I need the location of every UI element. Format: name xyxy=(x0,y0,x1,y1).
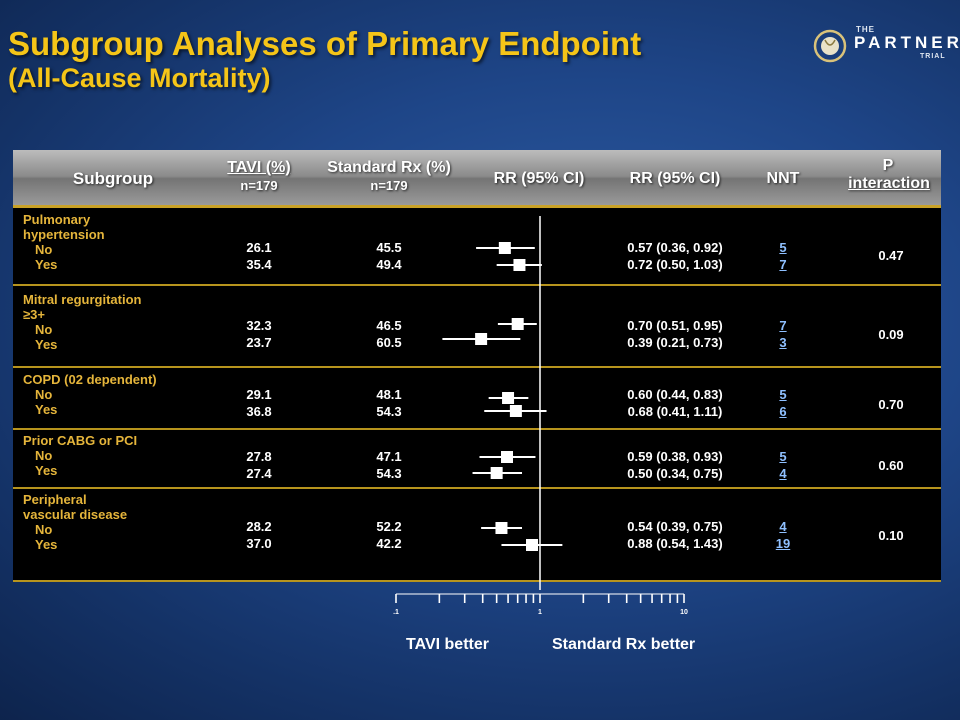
p-interaction-value: 0.70 xyxy=(878,397,904,412)
rr-point-marker xyxy=(526,539,539,551)
rr-point-marker xyxy=(513,259,526,271)
rr-point-marker xyxy=(501,451,514,463)
tavi-value: 28.2 37.0 xyxy=(246,519,272,551)
row-separator xyxy=(13,580,941,582)
standard-rx-value: 52.2 42.2 xyxy=(376,519,402,551)
x-tick-label: 10 xyxy=(680,609,688,616)
partner-trial-logo: THE PARTNER TRIAL xyxy=(812,24,959,68)
header-standard-rx-n: n=179 xyxy=(370,178,408,193)
rr-text-value: 0.54 (0.39, 0.75) 0.88 (0.54, 1.43) xyxy=(627,519,723,551)
header-tavi-n: n=179 xyxy=(240,178,278,193)
header-rr-text: RR (95% CI) xyxy=(629,170,721,187)
standard-rx-value: 48.1 54.3 xyxy=(376,387,402,419)
header-p: P xyxy=(882,157,894,174)
standard-rx-better-label: Standard Rx better xyxy=(552,636,696,653)
rr-text-value: 0.59 (0.38, 0.93) 0.50 (0.34, 0.75) xyxy=(627,449,723,481)
tavi-value: 26.1 35.4 xyxy=(246,240,272,272)
tavi-value: 32.3 23.7 xyxy=(246,318,272,350)
p-interaction-value: 0.60 xyxy=(878,458,904,473)
logo-partner: PARTNER xyxy=(854,33,960,52)
subgroup-label: Pulmonary hypertension No Yes xyxy=(23,212,105,272)
header-subgroup: Subgroup xyxy=(72,169,154,188)
standard-rx-value: 46.5 60.5 xyxy=(376,318,402,350)
standard-rx-value: 45.5 49.4 xyxy=(376,240,402,272)
p-interaction-value: 0.47 xyxy=(878,248,904,263)
x-tick-label: 1 xyxy=(538,609,542,616)
header-nnt: NNT xyxy=(766,170,800,187)
p-interaction-value: 0.09 xyxy=(878,327,904,342)
header-standard-rx: Standard Rx (%) xyxy=(327,159,451,176)
rr-point-marker xyxy=(502,392,515,404)
row-separator xyxy=(13,284,941,286)
rr-point-marker xyxy=(495,522,508,534)
rr-point-marker xyxy=(490,467,503,479)
rr-point-marker xyxy=(498,242,511,254)
nnt-value: 4 19 xyxy=(775,519,791,551)
title-line-1: Subgroup Analyses of Primary Endpoint xyxy=(8,25,642,62)
subgroup-label: Mitral regurgitation ≥3+ No Yes xyxy=(23,292,142,352)
tavi-value: 27.8 27.4 xyxy=(246,449,272,481)
heart-valve-icon xyxy=(813,29,847,63)
header-p-interaction: interaction xyxy=(848,175,930,192)
header-rr-plot: RR (95% CI) xyxy=(493,170,585,187)
subgroup-label: COPD (02 dependent) No Yes xyxy=(23,372,157,417)
rr-point-marker xyxy=(475,333,488,345)
rr-point-marker xyxy=(511,318,524,330)
subgroup-label: Peripheral vascular disease No Yes xyxy=(23,492,128,552)
row-separator xyxy=(13,366,941,368)
rr-text-value: 0.70 (0.51, 0.95) 0.39 (0.21, 0.73) xyxy=(627,318,723,350)
row-separator xyxy=(13,487,941,489)
rr-text-value: 0.57 (0.36, 0.92) 0.72 (0.50, 1.03) xyxy=(627,240,723,272)
x-tick-label: .1 xyxy=(393,609,399,616)
title-line-2: (All-Cause Mortality) xyxy=(8,63,271,93)
table-header: Subgroup TAVI (%) n=179 Standard Rx (%) … xyxy=(13,150,941,208)
standard-rx-value: 47.1 54.3 xyxy=(376,449,402,481)
p-interaction-value: 0.10 xyxy=(878,528,904,543)
header-tavi: TAVI (%) xyxy=(227,159,291,176)
tavi-better-label: TAVI better xyxy=(406,636,489,653)
page-title: Subgroup Analyses of Primary Endpoint (A… xyxy=(8,26,641,94)
forest-table: Subgroup TAVI (%) n=179 Standard Rx (%) … xyxy=(13,150,941,582)
logo-the: THE xyxy=(856,25,875,34)
rr-point-marker xyxy=(509,405,522,417)
tavi-value: 29.1 36.8 xyxy=(246,387,272,419)
subgroup-label: Prior CABG or PCI No Yes xyxy=(23,433,138,478)
rr-text-value: 0.60 (0.44, 0.83) 0.68 (0.41, 1.11) xyxy=(627,387,723,419)
logo-trial: TRIAL xyxy=(920,53,946,60)
row-separator xyxy=(13,428,941,430)
